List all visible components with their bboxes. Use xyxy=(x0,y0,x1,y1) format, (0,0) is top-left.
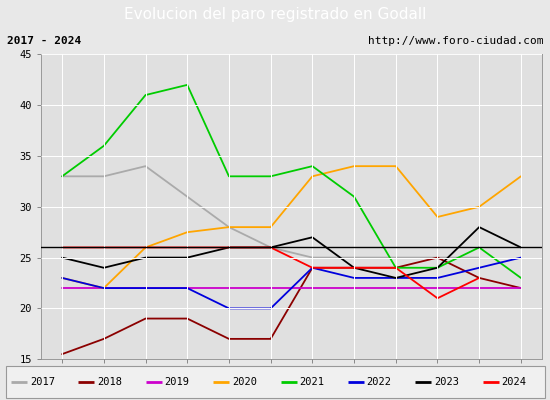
Text: 2020: 2020 xyxy=(232,377,257,386)
Text: 2019: 2019 xyxy=(164,377,190,386)
Text: http://www.foro-ciudad.com: http://www.foro-ciudad.com xyxy=(368,36,543,46)
Text: 2017: 2017 xyxy=(30,377,55,386)
Text: Evolucion del paro registrado en Godall: Evolucion del paro registrado en Godall xyxy=(124,7,426,22)
Text: 2018: 2018 xyxy=(97,377,122,386)
FancyBboxPatch shape xyxy=(6,366,544,398)
Text: 2024: 2024 xyxy=(502,377,526,386)
Text: 2023: 2023 xyxy=(434,377,459,386)
Text: 2017 - 2024: 2017 - 2024 xyxy=(7,36,81,46)
Text: 2022: 2022 xyxy=(367,377,392,386)
Text: 2021: 2021 xyxy=(299,377,324,386)
